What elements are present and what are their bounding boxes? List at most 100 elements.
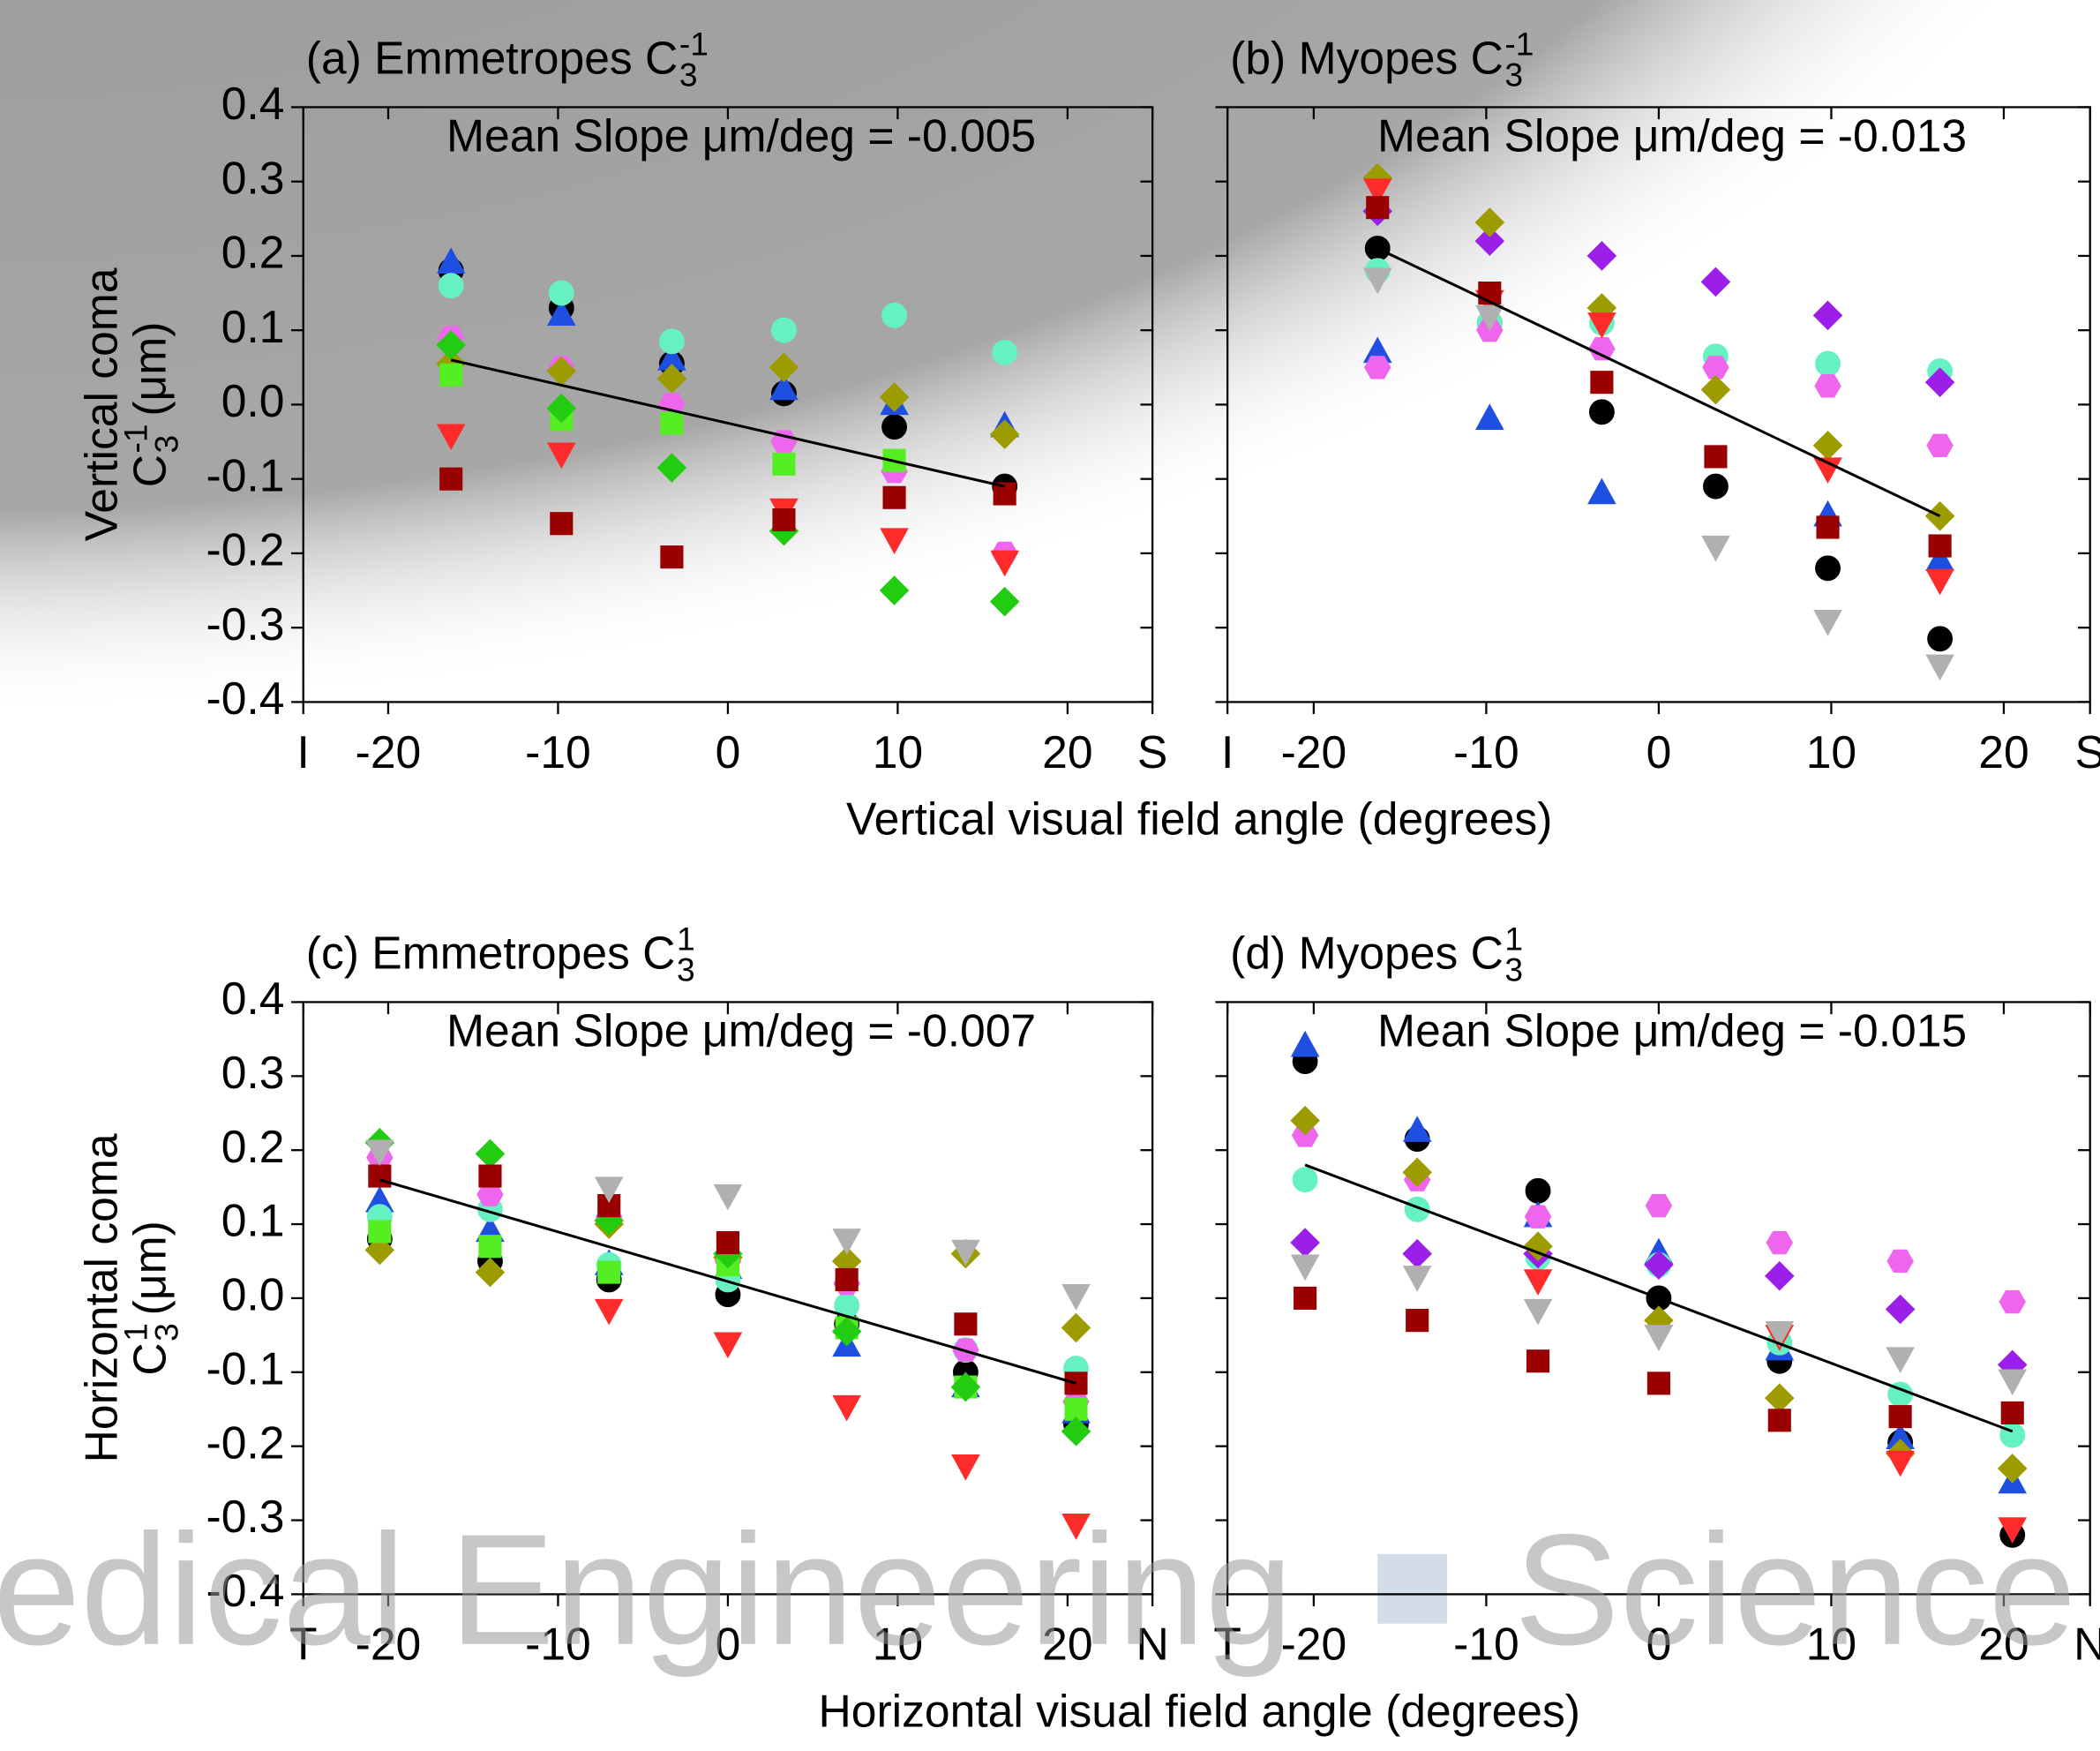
- data-point: [713, 1184, 743, 1211]
- watermark: Science: [1514, 1501, 2076, 1678]
- y-tick-label: -0.4: [206, 673, 285, 724]
- data-point: [989, 586, 1020, 617]
- data-point: [951, 1454, 980, 1481]
- data-point: [1290, 1105, 1320, 1136]
- data-point: [656, 364, 687, 394]
- annotation: Mean Slope μm/deg = -0.005: [446, 110, 1036, 162]
- data-point: [713, 1332, 743, 1359]
- data-point: [1700, 374, 1731, 405]
- data-point: [548, 280, 574, 306]
- subscript: 3: [148, 435, 185, 454]
- data-point: [881, 302, 907, 328]
- y-tick-label: 0.3: [221, 1047, 285, 1098]
- data-point: [992, 340, 1018, 365]
- x-tick-label: -10: [525, 1619, 591, 1670]
- data-point: [1766, 1230, 1794, 1255]
- panel: [291, 106, 1154, 715]
- data-point: [951, 1239, 980, 1266]
- x-tick-label: -10: [1453, 1619, 1519, 1670]
- data-point: [1926, 433, 1954, 457]
- data-point: [1525, 1177, 1551, 1204]
- fit-line: [1304, 1163, 2014, 1433]
- rich-text: (a) Emmetropes C 3-1: [306, 26, 709, 94]
- y-tick-label: 0.0: [221, 375, 285, 426]
- data-point: [989, 419, 1020, 449]
- y-tick-label: -0.3: [206, 598, 285, 650]
- rich-text-base: (d) Myopes C: [1230, 927, 1504, 978]
- x-tick-label: -20: [1281, 726, 1347, 778]
- data-point: [1524, 1205, 1552, 1229]
- data-point: [1885, 1294, 1916, 1325]
- x-axis-label: Horizontal visual field angle (degrees): [819, 1686, 1580, 1737]
- data-point: [1406, 1309, 1429, 1333]
- data-point: [950, 1371, 981, 1402]
- data-point: [954, 1312, 978, 1336]
- rich-text: (b) Myopes C 3-1: [1230, 26, 1534, 94]
- x-tick-label: 10: [1806, 1619, 1856, 1670]
- data-point: [772, 507, 796, 532]
- data-point: [1590, 371, 1614, 395]
- data-point: [656, 453, 687, 483]
- annotation: Mean Slope μm/deg = -0.013: [1377, 110, 1967, 162]
- data-point: [716, 1230, 739, 1255]
- data-point: [1292, 1167, 1318, 1193]
- rich-text-tail: (μm): [124, 1221, 175, 1315]
- superscript: -1: [116, 424, 154, 453]
- data-point: [835, 1267, 859, 1292]
- data-point: [1998, 1369, 2028, 1396]
- data-point: [1587, 312, 1616, 339]
- x-tick-label: S: [1137, 726, 1167, 778]
- rich-text-base: C: [124, 455, 175, 487]
- panel: [291, 1001, 1154, 1607]
- x-tick-label: N: [2074, 1619, 2100, 1670]
- data-point: [368, 1220, 392, 1244]
- data-point: [1644, 1325, 1674, 1351]
- data-point: [880, 528, 909, 555]
- data-point: [1813, 610, 1842, 636]
- rich-text-base: C: [124, 1342, 175, 1375]
- rich-text-tail: (μm): [124, 322, 175, 417]
- data-point: [364, 1235, 395, 1266]
- data-point: [1402, 1238, 1432, 1269]
- data-point: [993, 482, 1016, 506]
- data-point: [1701, 535, 1730, 562]
- data-point: [831, 1316, 862, 1347]
- x-tick-label: 0: [716, 1619, 741, 1670]
- data-point: [1523, 1231, 1553, 1261]
- data-point: [1886, 1450, 1915, 1477]
- x-tick-label: 20: [1042, 726, 1092, 778]
- y-tick-label: 0.1: [221, 1195, 285, 1246]
- x-axis-label: Vertical visual field angle (degrees): [846, 793, 1552, 845]
- background-disk: [0, 0, 2100, 991]
- rich-text: C31 (μm): [116, 1221, 184, 1375]
- fit-line: [379, 1178, 1076, 1385]
- superscript: 1: [1504, 921, 1523, 958]
- data-point: [1928, 534, 1952, 558]
- data-point: [1998, 1517, 2028, 1544]
- data-point: [769, 352, 799, 383]
- data-point: [1925, 568, 1954, 596]
- x-tick-label: -10: [1453, 726, 1519, 778]
- y-tick-label: 0.1: [221, 301, 285, 352]
- y-tick-label: 0.4: [221, 78, 285, 129]
- data-point: [1767, 1409, 1791, 1432]
- y-tick-label: -0.1: [206, 449, 285, 500]
- data-point: [1644, 1250, 1674, 1280]
- data-point: [1999, 1289, 2026, 1314]
- rich-text: (c) Emmetropes C 31: [306, 921, 695, 988]
- data-point: [1645, 1193, 1673, 1218]
- data-point: [1475, 304, 1504, 332]
- watermark: edical Engineering: [0, 1501, 1293, 1678]
- data-point: [594, 1298, 624, 1326]
- rich-text: (d) Myopes C 31: [1230, 921, 1523, 988]
- data-point: [546, 299, 576, 327]
- data-point: [1815, 555, 1841, 582]
- data-point: [1925, 654, 1954, 681]
- rich-text-base: (b) Myopes C: [1230, 32, 1504, 83]
- data-point: [1474, 207, 1505, 237]
- data-point: [1888, 1405, 1912, 1429]
- data-point: [1886, 1249, 1914, 1274]
- data-point: [1061, 1312, 1091, 1343]
